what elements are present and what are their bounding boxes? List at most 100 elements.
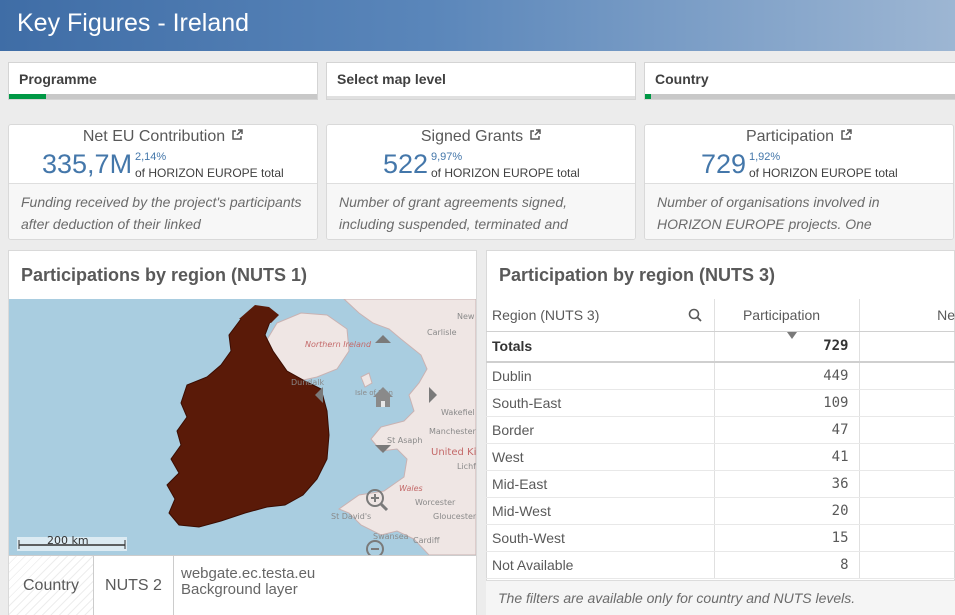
kpi-description: Number of grant agreements signed, inclu… [327, 183, 635, 239]
kpi-subtext: of HORIZON EUROPE total [431, 166, 580, 180]
table-row[interactable]: Not Available 8 [486, 551, 955, 579]
map-label-gloucester: Gloucester [433, 512, 476, 521]
map-label-carlisle: Carlisle [427, 328, 457, 337]
participation-cell: 20 [714, 497, 860, 525]
external-link-icon[interactable] [231, 129, 243, 141]
kpi-description: Funding received by the project's partic… [9, 183, 317, 239]
map-label-isle-of-man: Isle of Man [355, 389, 393, 397]
filter-programme[interactable]: Programme [8, 62, 318, 100]
filter-label: Select map level [337, 71, 446, 87]
column-header-net[interactable]: Ne [859, 299, 955, 332]
map-footer: Country NUTS 2 webgate.ec.testa.eu Backg… [9, 555, 476, 615]
isle-of-man [360, 372, 373, 388]
kpi-title: Net EU Contribution [82, 128, 226, 145]
kpi-value: 729 [701, 149, 747, 179]
region-cell[interactable]: West [486, 443, 715, 471]
kpi-value: 522 [383, 149, 429, 179]
map-level-country-button[interactable]: Country [9, 556, 94, 615]
map-panel-title: Participations by region (NUTS 1) [21, 265, 308, 285]
map-source-info: webgate.ec.testa.eu Background layer [181, 566, 315, 598]
participation-cell: 15 [714, 524, 860, 552]
ireland-region [166, 308, 330, 528]
filter-label: Country [655, 71, 709, 87]
table-row[interactable]: Border 47 [486, 416, 955, 444]
filter-country[interactable]: Country [644, 62, 955, 100]
region-cell[interactable]: South-West [486, 524, 715, 552]
kpi-percent: 1,92% [749, 151, 781, 163]
filter-map-level[interactable]: Select map level [326, 62, 636, 100]
totals-row: Totals 729 [486, 331, 955, 363]
pan-left-icon[interactable] [315, 387, 323, 403]
column-header-participation[interactable]: Participation [714, 299, 860, 339]
region-map[interactable]: Northern Ireland New Carlisle Isle of Ma… [9, 299, 476, 555]
kpi-net-eu-contribution: Net EU Contribution 335,7M 2,14% of HORI… [8, 124, 318, 240]
pan-right-icon[interactable] [429, 387, 437, 403]
zoom-in-icon[interactable] [366, 489, 389, 512]
filter-progress-bar [645, 94, 955, 99]
region-cell[interactable]: South-East [486, 389, 715, 417]
column-header-label: Participation [742, 306, 821, 323]
table-panel-title: Participation by region (NUTS 3) [499, 265, 776, 285]
region-cell[interactable]: Border [486, 416, 715, 444]
kpi-percent: 9,97% [431, 151, 463, 163]
scale-label: 200 km [47, 534, 89, 547]
table-footnote: The filters are available only for count… [486, 580, 955, 615]
map-background-layer: Background layer [181, 581, 298, 598]
external-link-icon[interactable] [529, 129, 541, 141]
kpi-title: Participation [745, 128, 835, 145]
kpi-subtext: of HORIZON EUROPE total [749, 166, 898, 180]
search-icon[interactable] [688, 308, 702, 322]
page-title: Key Figures - Ireland [17, 9, 250, 37]
region-cell[interactable]: Dublin [486, 362, 715, 390]
kpi-signed-grants: Signed Grants 522 9,97% of HORIZON EUROP… [326, 124, 636, 240]
map-label-northern-ireland: Northern Ireland [305, 340, 372, 349]
map-label-wakefield: Wakefiel [441, 408, 475, 417]
table-row[interactable]: Mid-West 20 [486, 497, 955, 525]
sort-descending-icon [786, 331, 797, 339]
totals-label: Totals [486, 331, 715, 363]
map-label-manchester: Manchester [429, 427, 476, 436]
participation-cell: 41 [714, 443, 860, 471]
kpi-title: Signed Grants [420, 128, 524, 145]
map-label-st-asaph: St Asaph [387, 436, 422, 445]
map-source-url: webgate.ec.testa.eu [181, 565, 316, 582]
map-label-worcester: Worcester [415, 498, 456, 507]
region-cell[interactable]: Mid-East [486, 470, 715, 498]
region-cell[interactable]: Not Available [486, 551, 715, 579]
kpi-percent: 2,14% [135, 151, 167, 163]
map-label-lichfield: Lichf [457, 462, 476, 471]
kpi-value: 335,7M [42, 149, 133, 179]
table-row[interactable]: Mid-East 36 [486, 470, 955, 498]
map-canvas[interactable]: Northern Ireland New Carlisle Isle of Ma… [9, 299, 476, 555]
participation-cell: 109 [714, 389, 860, 417]
map-label-united-kingdom: United Ki [431, 447, 476, 458]
pan-down-icon[interactable] [375, 445, 391, 453]
region-cell[interactable]: Mid-West [486, 497, 715, 525]
participation-cell: 8 [714, 551, 860, 579]
table-row[interactable]: Dublin 449 [486, 362, 955, 390]
kpi-description: Number of organisations involved in HORI… [645, 183, 953, 239]
scale-bar: 200 km [17, 534, 127, 551]
home-icon[interactable] [373, 387, 393, 407]
great-britain-landmass [337, 299, 476, 555]
participation-cell: 449 [714, 362, 860, 390]
column-header-region[interactable]: Region (NUTS 3) [486, 299, 715, 332]
table-row[interactable]: South-East 109 [486, 389, 955, 417]
pan-up-icon[interactable] [375, 335, 391, 343]
filter-progress-bar [327, 96, 635, 99]
zoom-out-icon[interactable] [366, 540, 384, 555]
table-row[interactable]: West 41 [486, 443, 955, 471]
map-level-nuts2-button[interactable]: NUTS 2 [94, 556, 174, 615]
table-row[interactable]: South-West 15 [486, 524, 955, 552]
title-bar: Key Figures - Ireland [0, 0, 955, 51]
kpi-subtext: of HORIZON EUROPE total [135, 166, 284, 180]
map-label-cardiff: Cardiff [413, 536, 440, 545]
map-label-dundalk: Dundalk [291, 378, 325, 387]
ireland-nw-tip [239, 305, 279, 323]
external-link-icon[interactable] [840, 129, 852, 141]
participation-cell: 47 [714, 416, 860, 444]
participation-cell: 36 [714, 470, 860, 498]
map-label-st-davids: St David's [331, 512, 371, 521]
map-label-wales: Wales [399, 484, 423, 493]
map-label-swansea: Swansea [373, 532, 409, 541]
